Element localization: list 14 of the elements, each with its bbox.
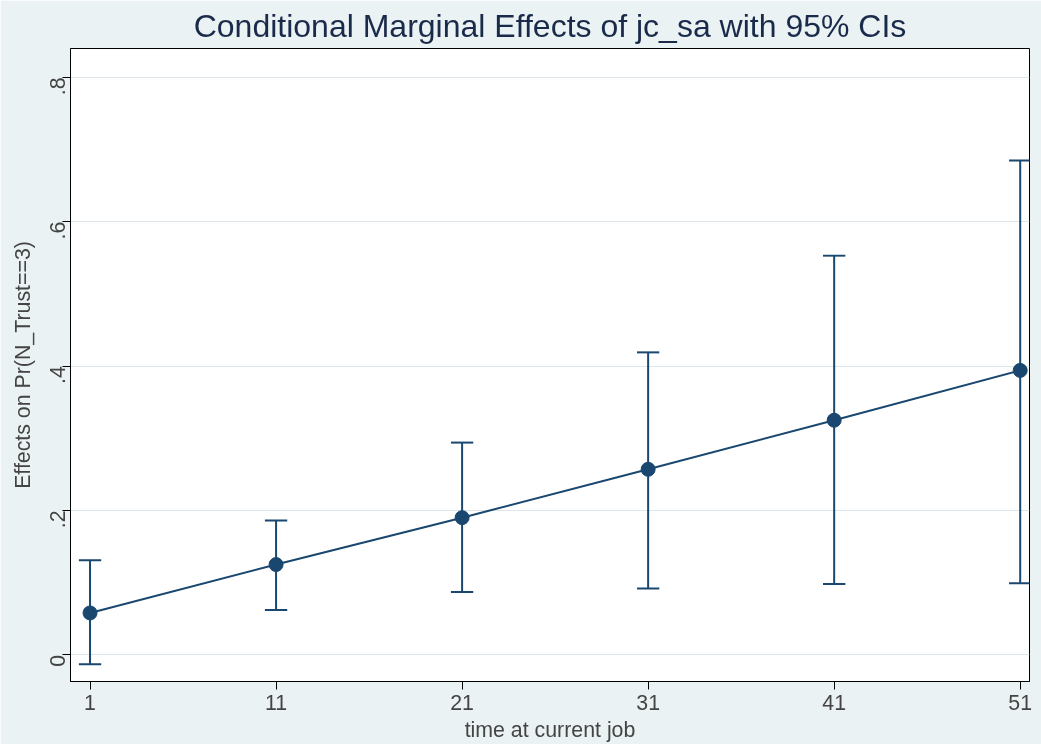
y-tick-label: .2	[46, 510, 70, 529]
x-axis-title: time at current job	[464, 717, 636, 742]
y-axis-title: Effects on Pr(N_Trust==3)	[10, 241, 35, 489]
y-tick-label: .8	[46, 77, 70, 96]
x-tick-label: 41	[822, 690, 847, 715]
x-tick-label: 21	[450, 690, 474, 715]
x-tick-label: 11	[265, 690, 288, 715]
x-tick-label: 31	[636, 690, 661, 715]
y-tick-label: .4	[46, 365, 70, 384]
x-tick-label: 1	[84, 690, 96, 715]
chart-title: Conditional Marginal Effects of jc_sa with 95% CIs	[193, 7, 907, 44]
y-tick-label: 0	[46, 654, 70, 667]
x-tick-label: 51	[1008, 690, 1033, 715]
y-tick-label: .6	[46, 221, 70, 240]
